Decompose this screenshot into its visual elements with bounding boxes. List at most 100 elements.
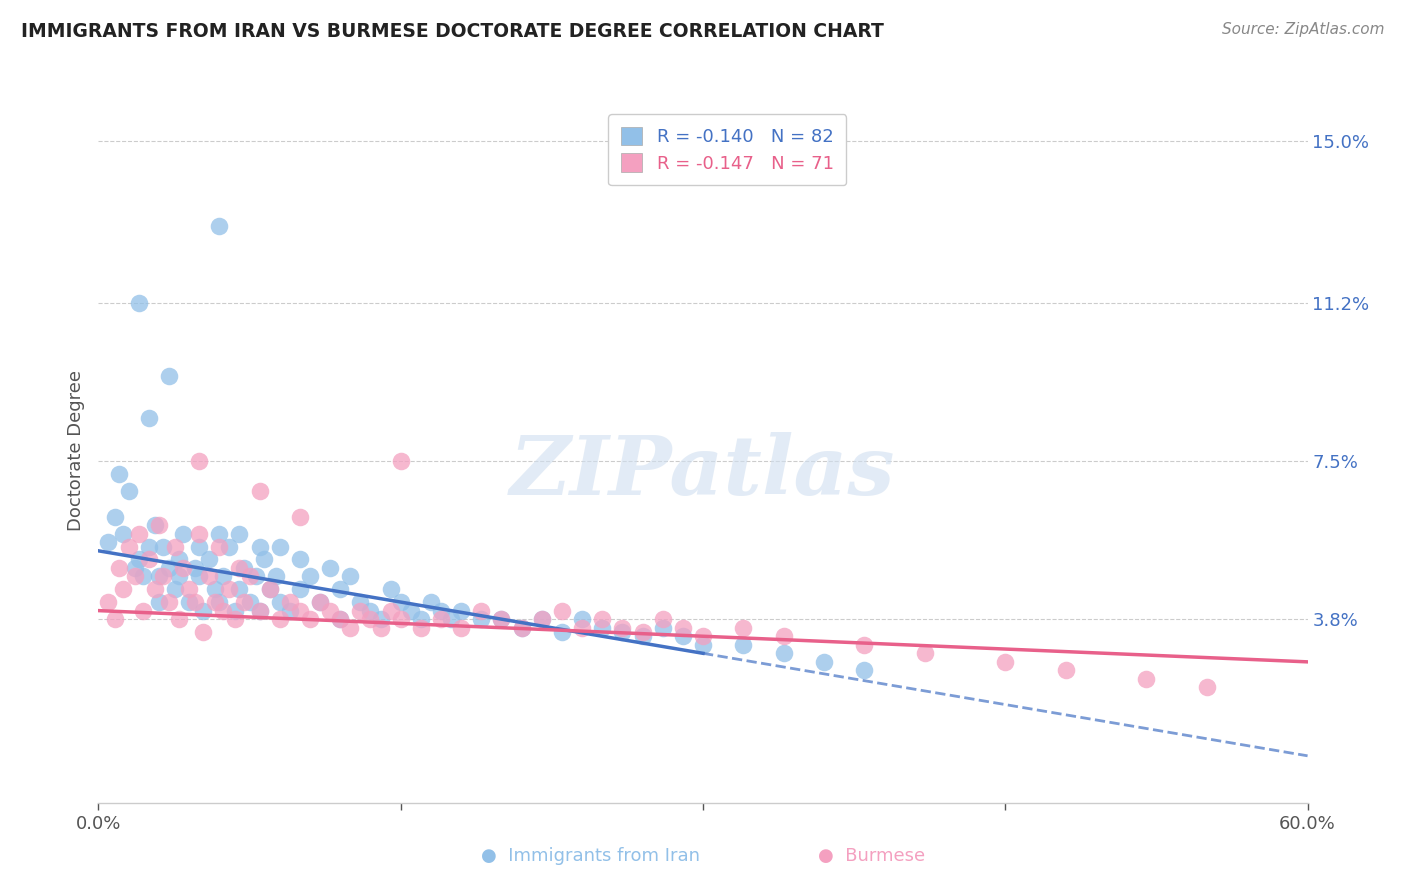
Point [228, 561, 250, 575]
Point [853, 664, 876, 678]
Point [994, 655, 1017, 669]
Point [157, 595, 180, 609]
Point [329, 582, 352, 597]
Point [409, 621, 432, 635]
Point [530, 612, 553, 626]
Point [631, 624, 654, 639]
Point [772, 646, 794, 660]
Point [591, 621, 613, 635]
Point [349, 595, 371, 609]
Point [470, 612, 492, 626]
Point [299, 612, 322, 626]
Point [253, 552, 276, 566]
Point [319, 604, 342, 618]
Point [188, 454, 211, 468]
Point [148, 518, 170, 533]
Point [420, 595, 443, 609]
Point [97, 535, 120, 549]
Point [551, 624, 574, 639]
Point [551, 604, 574, 618]
Point [772, 629, 794, 643]
Point [269, 595, 291, 609]
Point [107, 467, 129, 481]
Point [440, 612, 463, 626]
Point [111, 526, 134, 541]
Point [152, 540, 174, 554]
Text: IMMIGRANTS FROM IRAN VS BURMESE DOCTORATE DEGREE CORRELATION CHART: IMMIGRANTS FROM IRAN VS BURMESE DOCTORAT… [21, 22, 884, 41]
Point [278, 595, 301, 609]
Point [491, 612, 513, 626]
Point [212, 569, 235, 583]
Point [157, 561, 180, 575]
Point [208, 526, 231, 541]
Point [188, 526, 211, 541]
Point [692, 638, 714, 652]
Point [692, 629, 714, 643]
Point [132, 604, 155, 618]
Point [188, 569, 211, 583]
Point [450, 621, 472, 635]
Point [370, 612, 392, 626]
Point [138, 552, 160, 566]
Point [360, 612, 382, 626]
Text: ●  Immigrants from Iran: ● Immigrants from Iran [481, 847, 700, 865]
Point [389, 612, 412, 626]
Point [278, 604, 301, 618]
Point [97, 595, 120, 609]
Point [179, 595, 201, 609]
Point [1135, 672, 1157, 686]
Point [218, 540, 240, 554]
Point [172, 526, 194, 541]
Point [264, 569, 287, 583]
Point [370, 621, 392, 635]
Point [571, 612, 593, 626]
Point [245, 569, 267, 583]
Point [232, 561, 254, 575]
Point [288, 552, 311, 566]
Point [329, 612, 352, 626]
Point [152, 569, 174, 583]
Point [380, 604, 402, 618]
Point [172, 561, 194, 575]
Point [259, 582, 281, 597]
Text: Source: ZipAtlas.com: Source: ZipAtlas.com [1222, 22, 1385, 37]
Point [409, 612, 432, 626]
Point [430, 604, 453, 618]
Point [128, 552, 150, 566]
Point [198, 569, 221, 583]
Point [132, 569, 155, 583]
Point [288, 582, 311, 597]
Point [124, 569, 146, 583]
Point [239, 569, 262, 583]
Point [218, 582, 240, 597]
Point [1195, 681, 1218, 695]
Point [138, 411, 160, 425]
Text: ZIPatlas: ZIPatlas [510, 432, 896, 512]
Point [167, 569, 190, 583]
Point [288, 604, 311, 618]
Point [612, 621, 634, 635]
Point [651, 612, 673, 626]
Y-axis label: Doctorate Degree: Doctorate Degree [66, 370, 84, 531]
Point [148, 595, 170, 609]
Point [450, 604, 472, 618]
Point [571, 621, 593, 635]
Text: ●  Burmese: ● Burmese [818, 847, 925, 865]
Legend: R = -0.140   N = 82, R = -0.147   N = 71: R = -0.140 N = 82, R = -0.147 N = 71 [607, 114, 846, 186]
Point [157, 368, 180, 383]
Point [232, 595, 254, 609]
Point [204, 595, 226, 609]
Point [212, 604, 235, 618]
Point [914, 646, 936, 660]
Point [193, 604, 215, 618]
Point [128, 526, 150, 541]
Point [329, 612, 352, 626]
Point [733, 621, 755, 635]
Point [249, 483, 271, 498]
Point [163, 582, 186, 597]
Point [510, 621, 533, 635]
Point [188, 540, 211, 554]
Point [309, 595, 332, 609]
Point [339, 621, 361, 635]
Point [299, 569, 322, 583]
